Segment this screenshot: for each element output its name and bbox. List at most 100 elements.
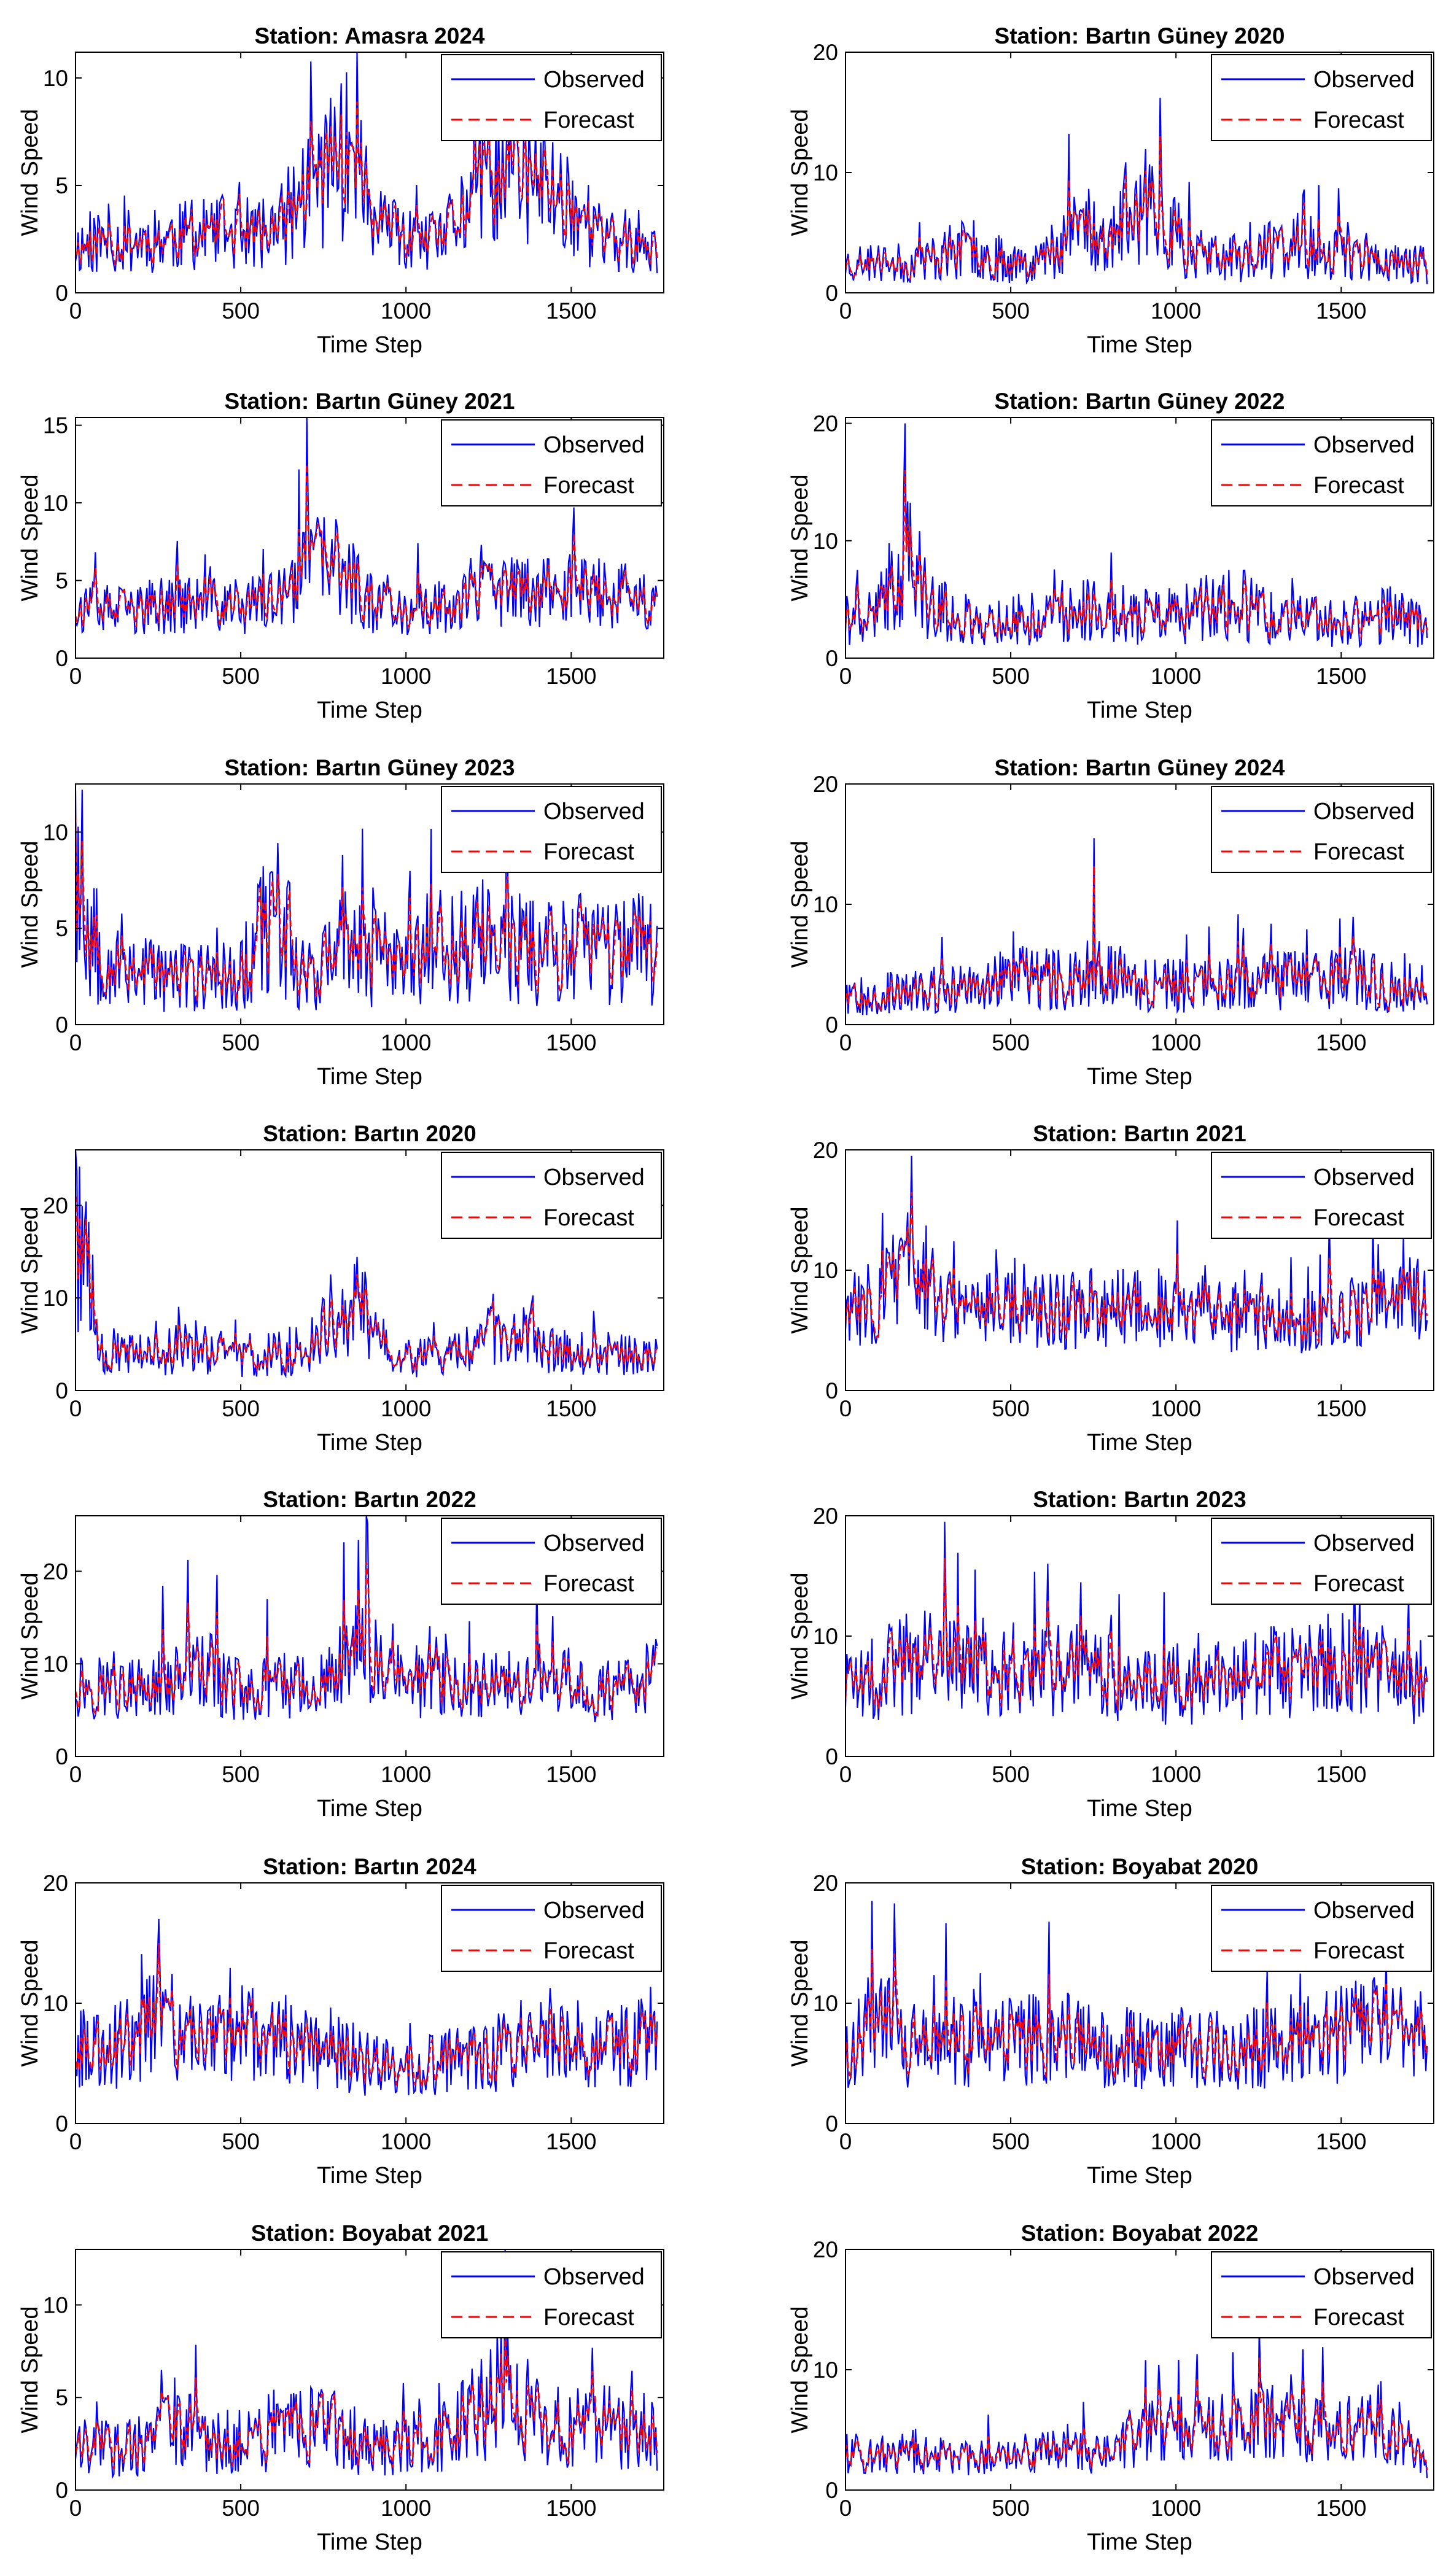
y-tick-label: 20 <box>813 411 838 436</box>
y-axis-label: Wind Speed <box>17 1939 43 2066</box>
y-tick-label: 5 <box>55 2385 68 2410</box>
y-tick-label: 0 <box>55 1012 68 1038</box>
y-tick-label: 20 <box>43 1559 68 1584</box>
subplot-4: Station: Bartın Güney 2022 0 500 1000 1500 0 1… <box>787 389 1434 723</box>
legend-label-observed: Observed <box>1313 1898 1415 1923</box>
y-tick-label: 0 <box>55 2478 68 2503</box>
subplot-title: Station: Bartın Güney 2024 <box>995 755 1285 780</box>
x-tick-label: 500 <box>222 2496 260 2521</box>
legend-label-observed: Observed <box>543 2264 645 2290</box>
x-tick-label: 1500 <box>1316 298 1366 324</box>
y-axis-label: Wind Speed <box>17 1572 43 1699</box>
legend-box <box>1211 1885 1432 1972</box>
x-tick-label: 1000 <box>381 1762 431 1787</box>
series-observed-line <box>76 417 658 635</box>
legend: Observed Forecast <box>1211 2251 1432 2338</box>
subplot-title: Station: Boyabat 2020 <box>1021 1854 1259 1879</box>
x-axis-label: Time Step <box>1087 2163 1192 2189</box>
y-tick-label: 10 <box>43 1991 68 2016</box>
x-tick-label: 500 <box>222 664 260 689</box>
x-tick-label: 1500 <box>1316 664 1366 689</box>
subplot-12: Station: Boyabat 2020 0 500 1000 1500 0 10 20 Ti… <box>787 1854 1434 2189</box>
x-tick-label: 1500 <box>546 298 596 324</box>
subplot-title: Station: Bartın Güney 2022 <box>995 389 1285 414</box>
legend-label-observed: Observed <box>1313 67 1415 93</box>
legend: Observed Forecast <box>1211 786 1432 873</box>
subplot-13: Station: Boyabat 2021 0 500 1000 1500 0 5 10 Tim… <box>17 2221 664 2555</box>
y-tick-label: 10 <box>43 491 68 516</box>
legend-box <box>441 1885 662 1972</box>
x-axis-label: Time Step <box>1087 2529 1192 2555</box>
x-tick-label: 1000 <box>381 2129 431 2154</box>
x-axis-label: Time Step <box>317 332 422 358</box>
y-tick-label: 0 <box>55 2111 68 2136</box>
subplot-title: Station: Bartın 2021 <box>1033 1121 1246 1146</box>
y-tick-label: 10 <box>43 1286 68 1311</box>
x-tick-label: 500 <box>222 1030 260 1055</box>
series-forecast-line <box>846 1949 1428 2079</box>
x-axis-label: Time Step <box>1087 1796 1192 1821</box>
x-tick-label: 500 <box>992 1396 1030 1421</box>
legend: Observed Forecast <box>441 54 662 141</box>
y-tick-label: 0 <box>825 646 838 671</box>
series-forecast-line <box>76 464 658 629</box>
y-tick-label: 0 <box>55 1378 68 1403</box>
x-tick-label: 1000 <box>381 1396 431 1421</box>
x-tick-label: 500 <box>222 2129 260 2154</box>
subplot-title: Station: Bartın Güney 2023 <box>225 755 515 780</box>
legend: Observed Forecast <box>441 419 662 506</box>
subplot-3: Station: Bartın Güney 2021 0 500 1000 1500 0 5… <box>17 389 664 723</box>
y-tick-label: 20 <box>813 1503 838 1529</box>
y-axis-label: Wind Speed <box>787 2306 813 2433</box>
legend-label-forecast: Forecast <box>1313 473 1404 499</box>
x-tick-label: 500 <box>992 2496 1030 2521</box>
legend-label-forecast: Forecast <box>543 473 634 499</box>
legend-label-forecast: Forecast <box>543 1205 634 1231</box>
y-tick-label: 0 <box>825 281 838 306</box>
legend: Observed Forecast <box>1211 54 1432 141</box>
series-forecast-line <box>846 1192 1428 1344</box>
x-tick-label: 0 <box>69 298 82 324</box>
y-tick-label: 20 <box>43 1193 68 1218</box>
legend-box <box>441 1518 662 1605</box>
x-axis-label: Time Step <box>317 1430 422 1456</box>
series-forecast-line <box>846 136 1428 281</box>
y-tick-label: 0 <box>825 2478 838 2503</box>
axes-box <box>75 2249 664 2491</box>
axes-box <box>75 1149 664 1391</box>
y-tick-label: 5 <box>55 173 68 198</box>
x-tick-label: 0 <box>839 1030 852 1055</box>
y-axis-label: Wind Speed <box>17 109 43 236</box>
x-tick-label: 1000 <box>1151 1396 1201 1421</box>
series-forecast-line <box>76 1942 658 2087</box>
legend-label-observed: Observed <box>543 1898 645 1923</box>
y-tick-label: 20 <box>813 1871 838 1896</box>
x-tick-label: 1500 <box>1316 2496 1366 2521</box>
legend-label-observed: Observed <box>543 432 645 458</box>
x-tick-label: 1000 <box>381 1030 431 1055</box>
x-tick-label: 1500 <box>1316 1396 1366 1421</box>
x-tick-label: 0 <box>69 1030 82 1055</box>
y-axis-label: Wind Speed <box>787 840 813 968</box>
legend-label-observed: Observed <box>1313 2264 1415 2290</box>
x-tick-label: 1500 <box>1316 1762 1366 1787</box>
x-tick-label: 500 <box>992 298 1030 324</box>
legend-box <box>1211 1518 1432 1605</box>
x-tick-label: 1000 <box>381 664 431 689</box>
axes-box <box>75 1515 664 1757</box>
x-axis-label: Time Step <box>317 1796 422 1821</box>
y-axis-label: Wind Speed <box>787 109 813 236</box>
y-axis-label: Wind Speed <box>17 1206 43 1333</box>
x-tick-label: 0 <box>839 1396 852 1421</box>
y-tick-label: 20 <box>813 772 838 797</box>
legend-box <box>1211 1152 1432 1239</box>
y-tick-label: 10 <box>43 1651 68 1677</box>
y-axis-label: Wind Speed <box>787 1572 813 1699</box>
subplot-11: Station: Bartın 2024 0 500 1000 1500 0 10 20 Tim… <box>17 1854 664 2189</box>
legend-label-observed: Observed <box>1313 1530 1415 1556</box>
subplot-14: Station: Boyabat 2022 0 500 1000 1500 0 10 20 Ti… <box>787 2221 1434 2555</box>
legend: Observed Forecast <box>441 1885 662 1972</box>
series-observed-line <box>76 1150 658 1379</box>
y-tick-label: 10 <box>813 1991 838 2016</box>
